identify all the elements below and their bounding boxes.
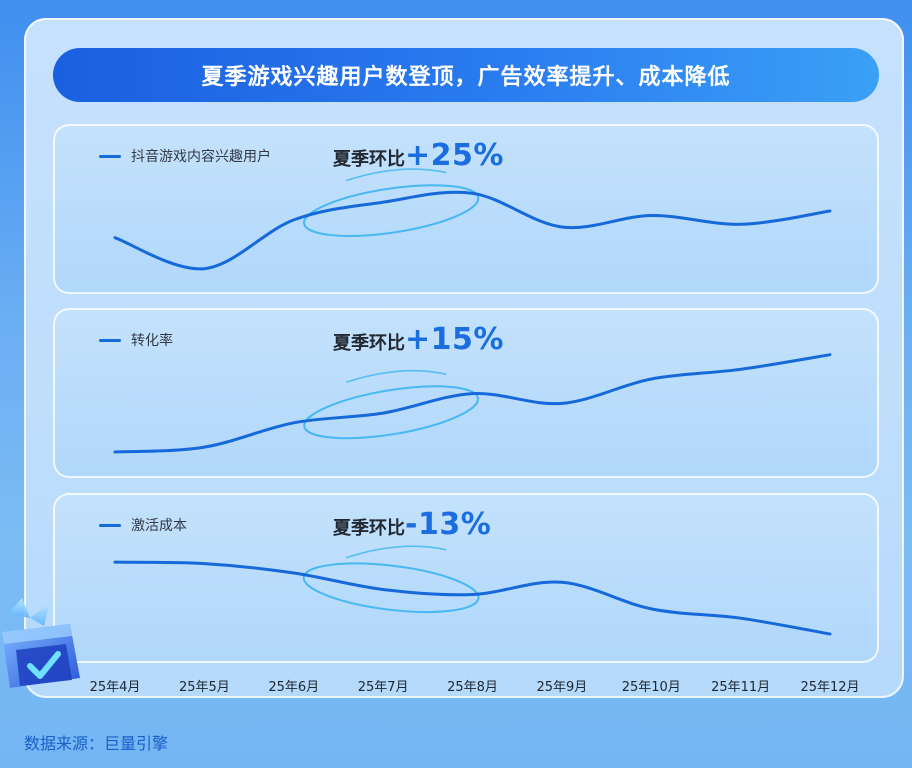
x-tick-label: 25年6月 [268,680,320,695]
x-tick-label: 25年11月 [711,680,771,695]
summer-highlight-stroke-cost [345,545,447,559]
qoq-label-users: 夏季环比 [333,149,405,170]
legend-cost: 激活成本 [99,515,187,535]
legend-conversion: 转化率 [99,330,173,350]
series-line-conversion [113,353,832,454]
qoq-cost: 夏季环比 -13% [333,507,491,542]
data-source: 数据来源：巨量引擎 [24,734,169,753]
summer-highlight-users [303,184,480,237]
x-tick-label: 25年4月 [89,680,141,695]
legend-users: 抖音游戏内容兴趣用户 [99,146,271,166]
qoq-value-cost: -13% [405,507,492,542]
qoq-label-conversion: 夏季环比 [333,333,405,354]
legend-label-conversion: 转化率 [131,333,173,349]
x-tick-label: 25年12月 [800,680,860,695]
headline-text: 夏季游戏兴趣用户数登顶，广告效率提升、成本降低 [201,65,731,90]
series-line-users [113,190,832,271]
x-tick-label: 25年9月 [536,680,588,695]
qoq-label-cost: 夏季环比 [333,518,405,539]
x-tick-label: 25年7月 [357,680,409,695]
x-axis: 25年4月 25年5月 25年6月 25年7月 25年8月 25年9月 25年10月 25年1… [0,676,912,698]
legend-label-users: 抖音游戏内容兴趣用户 [131,149,271,165]
qoq-value-users: +25% [405,138,504,173]
summer-highlight-stroke-conversion [345,369,447,383]
x-tick-label: 25年10月 [621,680,681,695]
qoq-conversion: 夏季环比 +15% [333,322,504,357]
x-tick-label: 25年8月 [447,680,498,695]
panel-cost: 激活成本 夏季环比 -13% [53,493,879,663]
qoq-users: 夏季环比 +25% [333,138,504,173]
summer-highlight-conversion [303,385,480,440]
series-line-cost [113,560,832,636]
legend-line-users [99,154,121,158]
legend-line-cost [99,523,121,527]
legend-line-conversion [99,338,121,342]
legend-label-cost: 激活成本 [131,518,187,534]
summer-highlight-cost [302,562,480,613]
headline-banner: 夏季游戏兴趣用户数登顶，广告效率提升、成本降低 [53,48,879,102]
qoq-value-conversion: +15% [405,322,504,357]
x-tick-label: 25年5月 [178,680,230,695]
panel-users: 抖音游戏内容兴趣用户 夏季环比 +25% [53,124,879,294]
gift-box-icon [2,598,80,688]
summer-highlight-stroke-users [345,168,447,182]
